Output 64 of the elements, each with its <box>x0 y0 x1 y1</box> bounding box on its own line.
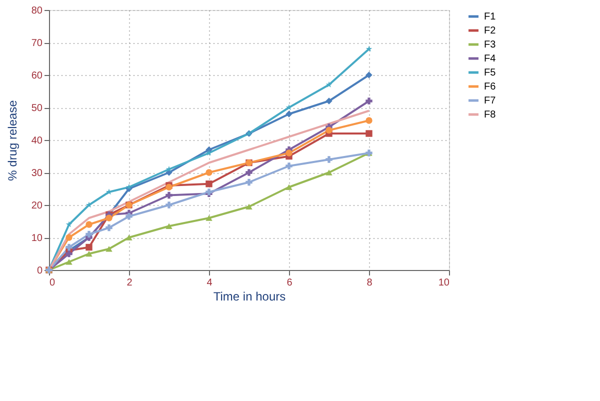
legend-label: F7 <box>484 96 496 106</box>
point <box>326 126 332 134</box>
point <box>86 244 92 251</box>
y-tick-label: 20 <box>31 200 43 212</box>
point <box>246 169 252 176</box>
point <box>126 213 132 220</box>
point <box>66 244 72 251</box>
y-axis-title: % drug release <box>5 100 20 181</box>
point <box>66 250 72 258</box>
point <box>326 156 332 163</box>
point <box>246 178 252 186</box>
point <box>366 46 372 52</box>
point <box>86 202 92 208</box>
y-tick-label: 0 <box>36 266 43 276</box>
point <box>286 104 292 110</box>
point <box>66 258 72 265</box>
legend-label: F3 <box>484 40 496 50</box>
point <box>206 180 212 188</box>
point <box>206 215 212 221</box>
point <box>366 117 372 124</box>
point <box>366 98 372 104</box>
x-tick-label: 6 <box>286 278 293 288</box>
point <box>106 224 112 232</box>
point <box>286 162 292 170</box>
x-tick-label: 4 <box>206 278 213 288</box>
point <box>86 250 92 257</box>
point <box>286 150 292 156</box>
point <box>86 221 92 228</box>
point <box>166 202 172 208</box>
y-tick-label: 40 <box>31 136 43 146</box>
point <box>106 214 112 222</box>
point <box>326 81 332 88</box>
legend-label: F6 <box>484 82 496 92</box>
point <box>86 230 92 238</box>
point <box>286 110 292 118</box>
y-tick-label: 70 <box>31 38 43 49</box>
point <box>246 204 252 210</box>
legend-label: F8 <box>484 110 496 120</box>
x-tick-label: 8 <box>366 278 373 288</box>
point <box>326 98 332 104</box>
y-tick-label: 50 <box>31 103 43 114</box>
point <box>166 192 172 199</box>
legend-label: F1 <box>484 12 496 22</box>
y-tick-label: 30 <box>31 168 43 179</box>
point <box>106 246 112 252</box>
point <box>66 221 72 228</box>
point <box>206 169 212 176</box>
x-tick-label: 2 <box>126 278 133 288</box>
y-tick-label: 10 <box>31 233 43 244</box>
point <box>126 234 132 240</box>
point <box>66 234 72 241</box>
legend-label: F4 <box>484 54 496 64</box>
point <box>366 72 372 78</box>
y-tick-label: 80 <box>31 6 43 16</box>
point <box>166 223 172 230</box>
x-tick-label: 0 <box>50 278 56 288</box>
legend-label: F5 <box>484 68 496 78</box>
legend-label: F2 <box>484 26 496 36</box>
point <box>326 170 332 176</box>
point <box>366 130 372 137</box>
y-tick-label: 60 <box>31 70 43 82</box>
x-tick-label: 10 <box>438 278 450 288</box>
x-axis-title: Time in hours <box>213 290 286 304</box>
point <box>286 184 292 190</box>
